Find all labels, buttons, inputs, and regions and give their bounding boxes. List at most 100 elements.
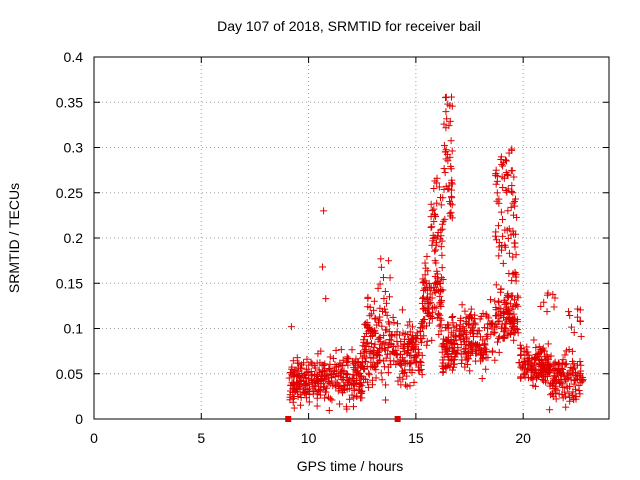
data-point — [316, 387, 324, 395]
data-point — [514, 294, 522, 302]
data-point — [322, 295, 330, 303]
data-point — [332, 346, 340, 354]
data-point — [386, 336, 394, 344]
data-point — [524, 357, 532, 365]
data-point — [382, 381, 390, 389]
data-point — [360, 338, 368, 346]
data-point — [503, 291, 511, 299]
data-point — [308, 377, 316, 385]
data-point — [305, 398, 313, 406]
data-point — [530, 336, 538, 344]
data-point — [499, 162, 507, 170]
data-point — [551, 294, 559, 302]
data-point — [425, 279, 433, 287]
y-tick-label: 0.25 — [56, 185, 83, 201]
data-point — [445, 122, 453, 130]
data-point — [544, 340, 552, 348]
data-point — [324, 379, 332, 387]
data-point — [508, 146, 516, 154]
data-point — [323, 384, 331, 392]
data-point — [326, 395, 334, 403]
data-point — [377, 369, 385, 377]
data-point — [507, 300, 515, 308]
data-point — [376, 356, 384, 364]
data-point — [406, 328, 414, 336]
data-point — [474, 342, 482, 350]
data-point — [290, 404, 298, 412]
data-point — [429, 234, 437, 242]
data-point — [488, 348, 496, 356]
data-point — [319, 263, 327, 271]
data-point — [305, 361, 313, 369]
data-point — [406, 318, 414, 326]
data-point — [405, 340, 413, 348]
data-point — [530, 373, 538, 381]
data-point — [446, 117, 454, 125]
data-point — [365, 369, 373, 377]
data-point — [452, 349, 460, 357]
data-point — [349, 370, 357, 378]
grid — [94, 57, 609, 419]
data-point — [547, 352, 555, 360]
data-point — [360, 352, 368, 360]
data-point — [443, 115, 451, 123]
data-point — [338, 375, 346, 383]
data-point — [508, 182, 516, 190]
data-point — [503, 307, 511, 315]
data-point — [567, 364, 575, 372]
data-point — [492, 281, 500, 289]
data-point — [478, 375, 486, 383]
data-point — [430, 205, 438, 213]
data-point — [547, 363, 555, 371]
data-point — [368, 339, 376, 347]
data-point — [570, 396, 578, 404]
data-point — [462, 349, 470, 357]
data-point — [492, 166, 500, 174]
data-point — [504, 207, 512, 215]
data-point — [364, 293, 372, 301]
data-point — [440, 353, 448, 361]
data-point — [389, 343, 397, 351]
data-point — [369, 354, 377, 362]
data-point — [386, 274, 394, 282]
data-point — [415, 349, 423, 357]
data-point — [436, 311, 444, 319]
data-point — [576, 357, 584, 365]
data-point — [398, 306, 406, 314]
data-point — [328, 396, 336, 404]
data-point — [495, 252, 503, 260]
data-point — [472, 349, 480, 357]
data-point — [496, 333, 504, 341]
ticks: 0 0.05 0.1 0.15 0.2 0.25 0.3 0.35 0.4 0 5 10 15 20 — [56, 49, 609, 446]
data-point — [433, 274, 441, 282]
data-point — [321, 394, 329, 402]
data-point — [550, 360, 558, 368]
data-point — [503, 316, 511, 324]
square-marker — [394, 416, 401, 422]
data-point — [301, 388, 309, 396]
data-point — [436, 287, 444, 295]
data-point — [437, 226, 445, 234]
data-point — [405, 335, 413, 343]
data-point — [396, 373, 404, 381]
data-point — [501, 332, 509, 340]
data-point — [497, 246, 505, 254]
data-point — [370, 364, 378, 372]
data-point — [381, 287, 389, 295]
data-point — [307, 376, 315, 384]
data-point — [512, 230, 520, 238]
data-point — [465, 341, 473, 349]
data-point — [417, 339, 425, 347]
data-point — [426, 319, 434, 327]
data-point — [537, 302, 545, 310]
data-point — [546, 369, 554, 377]
data-point — [356, 369, 364, 377]
data-point — [553, 386, 561, 394]
data-point — [506, 315, 514, 323]
data-point — [437, 321, 445, 329]
data-point — [470, 319, 478, 327]
data-point — [484, 330, 492, 338]
data-point — [440, 120, 448, 128]
data-point — [349, 403, 357, 411]
data-point — [523, 343, 531, 351]
